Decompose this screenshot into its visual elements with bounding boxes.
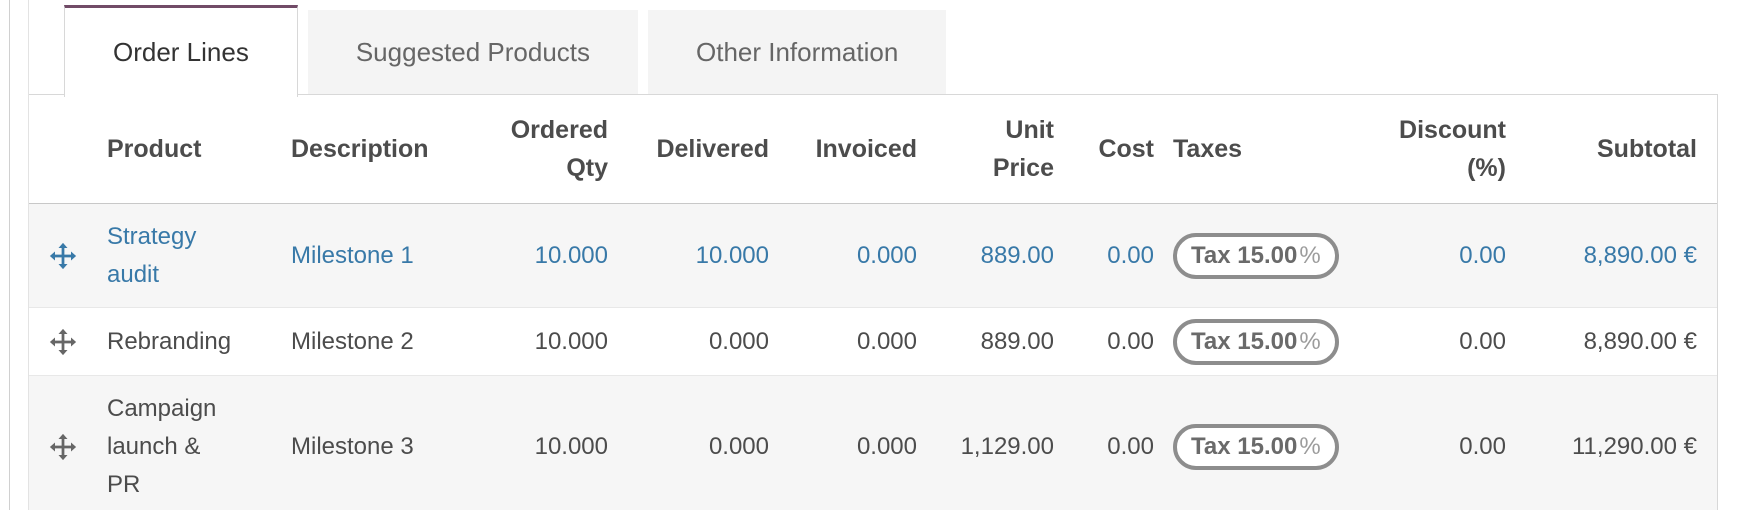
product-cell[interactable]: Campaign launch & PR [107,394,217,498]
column-header-subtotal: Subtotal [1514,95,1717,204]
discount-cell[interactable]: 0.00 [1459,327,1506,355]
delivered-cell[interactable]: 0.000 [708,432,769,460]
order-line-row: Campaign launch & PR Milestone 3 10.000 … [29,375,1717,510]
delivered-cell[interactable]: 0.000 [708,327,769,355]
invoiced-cell[interactable]: 0.000 [856,432,917,460]
cost-cell[interactable]: 0.00 [1107,327,1154,355]
tab-other-information[interactable]: Other Information [648,10,947,94]
unit-price-cell[interactable]: 889.00 [980,327,1054,355]
column-header-description: Description [283,95,471,204]
arrows-move-icon [49,433,77,460]
order-lines-table: Product Description Ordered Qty Delivere… [29,95,1717,510]
taxes-cell[interactable]: Tax 15.00% [1162,308,1361,376]
table-header-row: Product Description Ordered Qty Delivere… [29,95,1717,204]
column-header-discount: Discount (%) [1361,95,1514,204]
column-header-delivered: Delivered [616,95,777,204]
description-cell[interactable]: Milestone 3 [291,432,414,460]
drag-handle-column-header [29,95,97,204]
discount-cell[interactable]: 0.00 [1459,241,1506,269]
ordered-qty-cell[interactable]: 10.000 [534,241,608,269]
description-cell[interactable]: Milestone 1 [291,241,414,269]
row-drag-handle[interactable] [29,308,97,376]
unit-price-cell[interactable]: 1,129.00 [960,432,1054,460]
cost-cell[interactable]: 0.00 [1107,432,1154,460]
order-line-row: Rebranding Milestone 2 10.000 0.000 0.00… [29,307,1717,376]
column-header-invoiced: Invoiced [777,95,925,204]
column-header-product: Product [97,95,283,204]
tabbar-bottom-border [29,94,1717,95]
sheet-outer-border [9,0,10,510]
invoiced-cell[interactable]: 0.000 [856,241,917,269]
column-header-unit-price: Unit Price [925,95,1062,204]
tab-suggested-products[interactable]: Suggested Products [307,10,638,94]
arrows-move-icon [49,242,77,269]
row-drag-handle[interactable] [29,376,97,510]
taxes-cell[interactable]: Tax 15.00% [1162,204,1361,308]
tab-order-lines[interactable]: Order Lines [64,5,298,97]
ordered-qty-cell[interactable]: 10.000 [534,327,608,355]
table-left-border [28,0,29,510]
subtotal-cell: 11,290.00 € [1571,432,1697,460]
table-right-border [1717,94,1718,510]
delivered-cell[interactable]: 10.000 [695,241,769,269]
tax-badge[interactable]: Tax 15.00% [1173,232,1339,279]
subtotal-cell: 8,890.00 € [1583,241,1697,269]
taxes-cell[interactable]: Tax 15.00% [1162,376,1361,510]
product-cell[interactable]: Strategy audit [107,222,197,288]
column-header-cost: Cost [1062,95,1162,204]
unit-price-cell[interactable]: 889.00 [980,241,1054,269]
tax-badge[interactable]: Tax 15.00% [1173,423,1339,470]
product-cell[interactable]: Rebranding [107,327,232,355]
cost-cell[interactable]: 0.00 [1107,241,1154,269]
column-header-ordered-qty: Ordered Qty [471,95,616,204]
column-header-taxes: Taxes [1162,95,1361,204]
invoiced-cell[interactable]: 0.000 [856,327,917,355]
description-cell[interactable]: Milestone 2 [291,327,414,355]
discount-cell[interactable]: 0.00 [1459,432,1506,460]
order-line-row: Strategy audit Milestone 1 10.000 10.000… [29,203,1717,308]
notebook-tabbar: Order Lines Suggested Products Other Inf… [29,0,1717,97]
subtotal-cell: 8,890.00 € [1583,327,1697,355]
tax-badge[interactable]: Tax 15.00% [1173,318,1339,365]
ordered-qty-cell[interactable]: 10.000 [534,432,608,460]
arrows-move-icon [49,328,77,355]
row-drag-handle[interactable] [29,204,97,308]
